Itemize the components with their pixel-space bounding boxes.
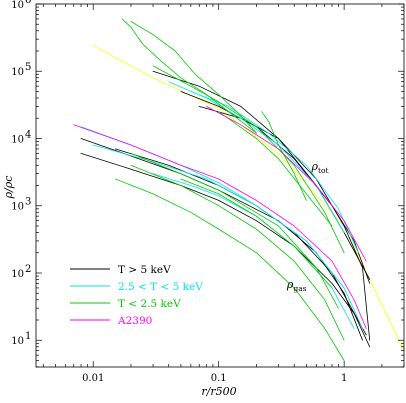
annotations: ρtot ρgas [286, 160, 329, 293]
y-tick-exponent: 2 [25, 264, 31, 275]
gas-profile-line-16 [92, 144, 363, 329]
legend-label: A2390 [117, 315, 152, 327]
legend-label: T > 5 keV [118, 264, 171, 276]
plot-curves [73, 18, 405, 361]
y-tick-label: 10 [11, 67, 24, 78]
legend-label: T < 2.5 keV [118, 298, 181, 310]
x-tick-label: 1 [341, 373, 347, 384]
y-tick-exponent: 6 [25, 0, 31, 6]
y-tick-label: 10 [11, 269, 24, 280]
tot-profile-line-8 [152, 65, 345, 254]
tot-profile-line-3 [180, 91, 371, 284]
annotation-gas: ρgas [286, 278, 307, 293]
y-tick-exponent: 5 [25, 62, 31, 73]
tot-profile-line-6 [121, 18, 257, 134]
gas-profile-line-21 [180, 178, 333, 289]
legend: T > 5 keV 2.5 < T < 5 keV T < 2.5 keV A2390 [70, 264, 203, 327]
tot-profile-line-11 [206, 106, 367, 262]
plot-frame [35, 3, 405, 368]
tot-profile-line-7 [130, 21, 257, 134]
tot-profile-line-9 [218, 111, 333, 227]
x-axis-label: r/r500 [201, 385, 236, 398]
annotation-tot: ρtot [311, 160, 329, 175]
x-tick-label: 0.01 [82, 373, 104, 384]
legend-label: 2.5 < T < 5 keV [118, 281, 203, 293]
gas-profile-line-22 [73, 124, 367, 329]
y-axis-label: ρ/ρc [2, 176, 15, 200]
gas-profile-line-18 [114, 178, 345, 361]
y-tick-label: 10 [11, 134, 24, 145]
y-tick-label: 10 [11, 0, 24, 11]
y-tick-exponent: 4 [25, 129, 31, 140]
tot-profile-line-2 [198, 106, 371, 280]
y-tick-label: 10 [11, 202, 24, 213]
tot-profile-line-10 [261, 111, 307, 201]
tot-profile-line-5 [190, 91, 359, 254]
fit-curve [92, 45, 405, 352]
y-tick-exponent: 3 [25, 197, 31, 208]
tot-profile-line-4 [168, 81, 345, 233]
y-tick-label: 10 [11, 336, 24, 347]
gas-profile-line-12 [80, 153, 371, 348]
gas-profile-line-19 [130, 164, 345, 341]
x-tick-label: 0.1 [211, 373, 227, 384]
y-tick-exponent: 1 [25, 331, 31, 342]
